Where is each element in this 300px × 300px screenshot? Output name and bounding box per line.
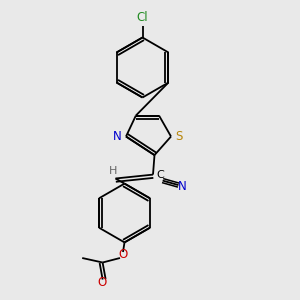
Text: H: H bbox=[109, 166, 117, 176]
Text: C: C bbox=[156, 169, 164, 180]
Text: N: N bbox=[178, 180, 187, 193]
Text: O: O bbox=[98, 275, 106, 289]
Text: Cl: Cl bbox=[137, 11, 148, 24]
Text: O: O bbox=[118, 248, 127, 261]
Text: N: N bbox=[113, 130, 122, 143]
Text: S: S bbox=[176, 130, 183, 143]
